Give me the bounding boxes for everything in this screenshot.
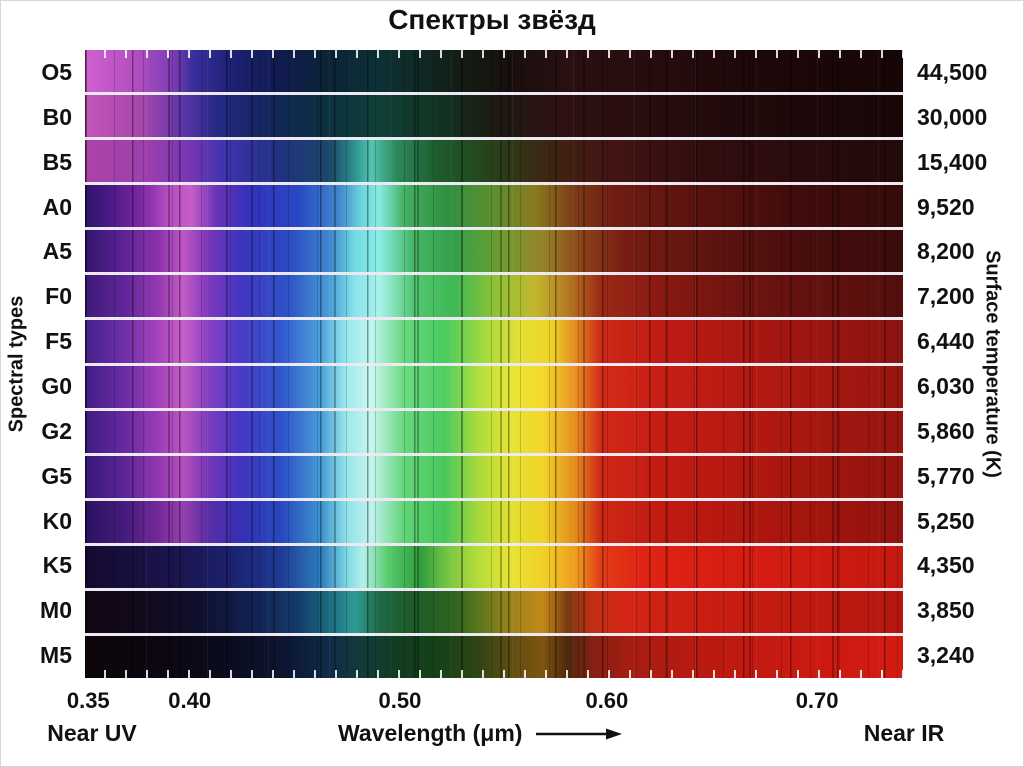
y-axis-left-title: Spectral types xyxy=(5,295,28,433)
spectral-type-label-O5: O5 xyxy=(41,58,72,85)
spectrum-row-B5 xyxy=(85,140,903,183)
x-tick-0.50: 0.50 xyxy=(378,688,422,713)
temperature-label-A0: 9,520 xyxy=(917,193,975,220)
chart-title: Спектры звёзд xyxy=(388,4,596,35)
temperature-label-M5: 3,240 xyxy=(917,642,975,669)
spectrum-row-O5 xyxy=(85,50,903,93)
spectral-type-label-F5: F5 xyxy=(45,328,72,355)
x-tick-0.40: 0.40 xyxy=(168,688,212,713)
temperature-labels: 44,500 30,000 15,400 9,520 8,200 7,200 6,440 6,… xyxy=(917,50,1017,678)
temperature-label-B0: 30,000 xyxy=(917,103,988,130)
spectral-type-label-B5: B5 xyxy=(42,148,72,175)
spectrum-row-G5 xyxy=(85,455,903,498)
y-axis-right-title: Surface temperature (K) xyxy=(981,250,1004,478)
temperature-label-G5: 5,770 xyxy=(917,462,975,489)
temperature-label-F0: 7,200 xyxy=(917,283,975,310)
x-tick-0.70: 0.70 xyxy=(795,688,839,713)
spectra-strips xyxy=(85,50,903,679)
spectral-type-labels: O5 B0 B5 A0 A5 F0 F5 G0 G2 G5 K0 K5 M0 M5 xyxy=(0,50,74,678)
spectrum-row-F5 xyxy=(85,320,903,363)
spectral-type-label-B0: B0 xyxy=(42,103,72,130)
x-axis-title-block: Wavelength (μm) xyxy=(338,720,623,747)
near-ir-annotation: Near IR xyxy=(863,720,945,746)
spectrum-row-M0 xyxy=(85,590,903,634)
spectrum-row-B0 xyxy=(85,95,903,138)
spectrum-row-M5 xyxy=(85,636,903,679)
spectral-type-label-A0: A0 xyxy=(42,193,72,220)
spectrum-row-G2 xyxy=(85,410,903,453)
x-tick-0.60: 0.60 xyxy=(585,688,629,713)
spectral-type-label-K5: K5 xyxy=(42,552,72,579)
temperature-label-A5: 8,200 xyxy=(917,238,975,265)
temperature-label-F5: 6,440 xyxy=(917,328,975,355)
spectral-type-label-K0: K0 xyxy=(42,507,72,534)
spectral-type-label-M5: M5 xyxy=(40,642,72,669)
spectrum-row-K0 xyxy=(85,500,903,543)
x-axis-title: Wavelength (μm) xyxy=(338,720,523,746)
spectrum-row-G0 xyxy=(85,365,903,408)
spectral-type-label-G5: G5 xyxy=(41,462,72,489)
arrow-right-icon xyxy=(536,728,623,739)
spectrum-row-A5 xyxy=(85,230,903,273)
spectral-type-label-M0: M0 xyxy=(40,597,72,624)
temperature-label-G0: 6,030 xyxy=(917,372,975,399)
spectrum-row-K5 xyxy=(85,545,903,588)
x-axis-tick-labels: 0.35 0.40 0.50 0.60 0.70 xyxy=(67,688,903,714)
spectral-type-label-G0: G0 xyxy=(41,372,72,399)
spectrum-row-A0 xyxy=(85,185,903,228)
spectral-type-label-F0: F0 xyxy=(45,283,72,310)
plot-area xyxy=(85,50,903,679)
near-uv-annotation: Near UV xyxy=(47,720,137,746)
spectrum-row-F0 xyxy=(85,275,903,318)
x-tick-0.35: 0.35 xyxy=(66,688,110,713)
temperature-label-O5: 44,500 xyxy=(917,58,988,85)
temperature-label-K0: 5,250 xyxy=(917,507,975,534)
temperature-label-B5: 15,400 xyxy=(917,148,988,175)
temperature-label-G2: 5,860 xyxy=(917,417,975,444)
temperature-label-M0: 3,850 xyxy=(917,597,975,624)
spectral-type-label-G2: G2 xyxy=(41,417,72,444)
spectral-type-label-A5: A5 xyxy=(42,238,72,265)
temperature-label-K5: 4,350 xyxy=(917,552,975,579)
